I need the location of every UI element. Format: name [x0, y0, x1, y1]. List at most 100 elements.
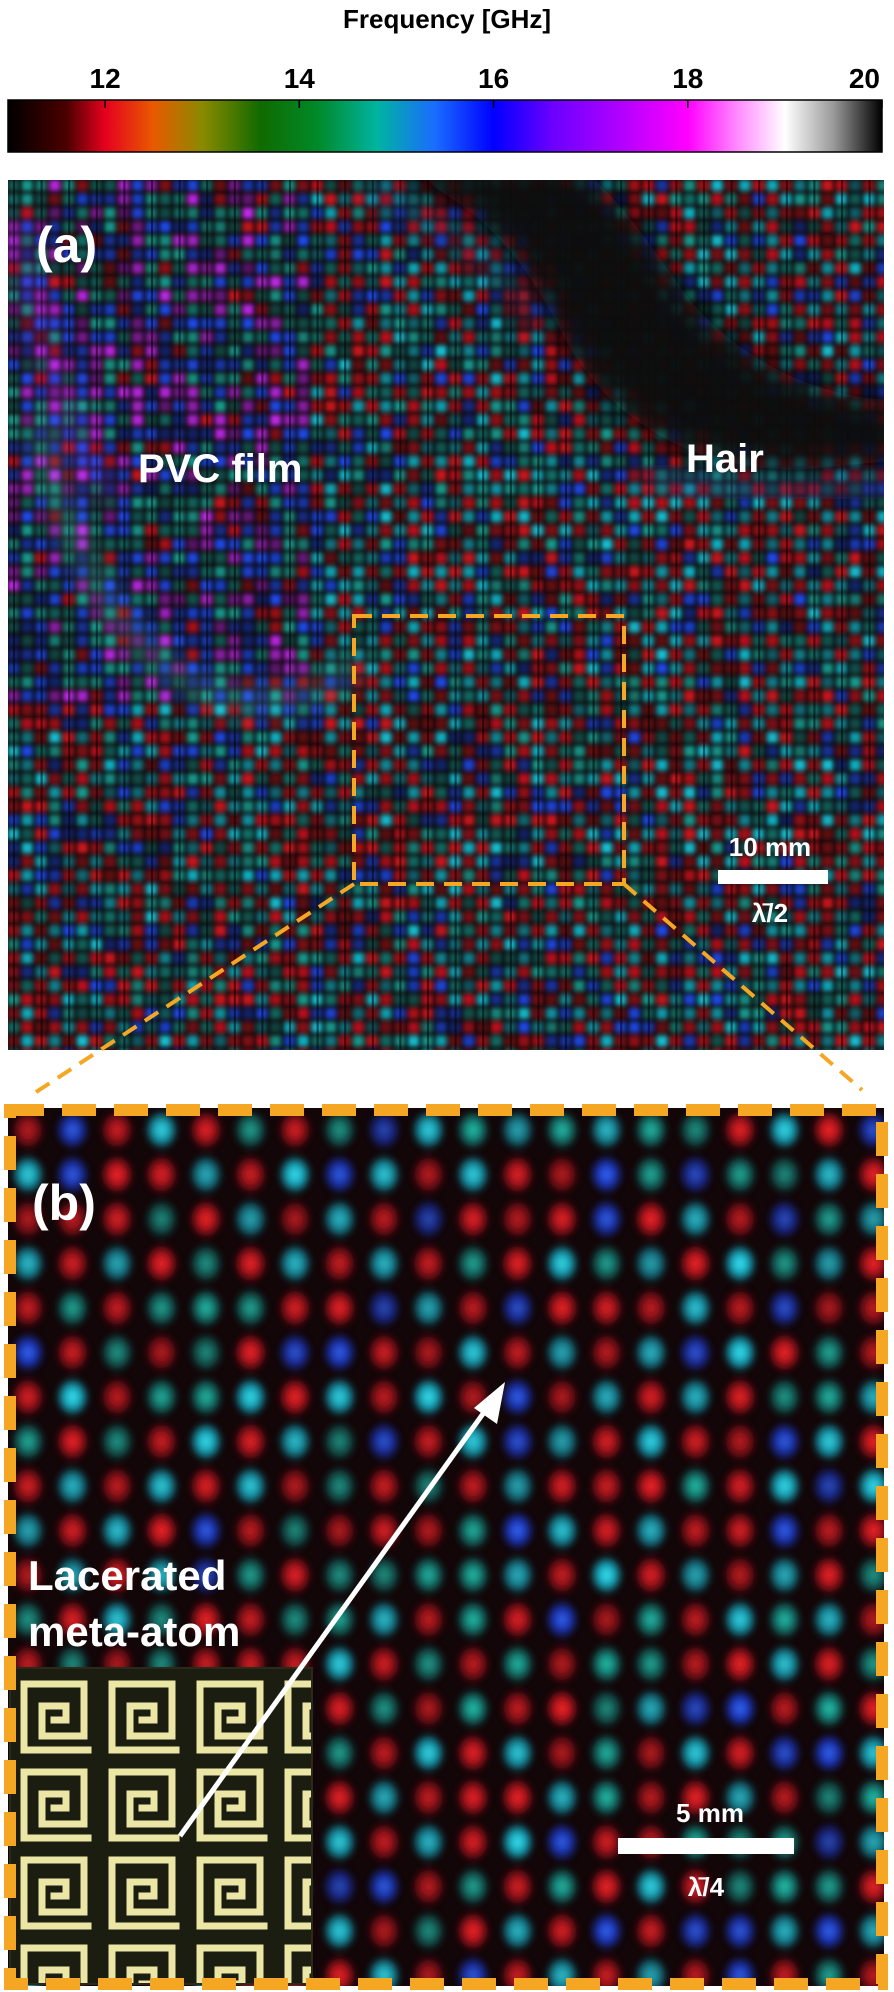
pixel	[573, 442, 585, 453]
resonance-spot	[589, 1332, 624, 1373]
pixel	[849, 373, 861, 384]
pixel	[408, 525, 419, 536]
pixel	[159, 442, 171, 453]
pixel	[325, 773, 337, 785]
pixel	[822, 249, 833, 260]
pixel	[187, 538, 199, 550]
pixel	[325, 387, 337, 398]
pixel	[767, 952, 778, 964]
pixel	[215, 745, 226, 757]
resonance-spot	[411, 1154, 446, 1195]
pixel	[325, 580, 337, 591]
pixel	[297, 704, 309, 716]
pixel	[491, 607, 502, 619]
pixel	[435, 1008, 447, 1019]
pixel	[270, 704, 281, 716]
resonance-spot	[367, 1866, 401, 1907]
pixel	[159, 939, 171, 950]
pixel	[104, 828, 116, 840]
pixel	[573, 690, 585, 702]
pixel	[794, 345, 806, 357]
pixel	[77, 1021, 88, 1033]
resonance-spot	[723, 1110, 757, 1150]
pixel	[767, 911, 778, 923]
pixel	[518, 801, 530, 812]
pixel	[518, 925, 530, 936]
resonance-spot	[411, 1110, 446, 1150]
pixel	[104, 966, 116, 978]
pixel	[159, 249, 171, 260]
pixel	[794, 318, 806, 329]
pixel	[435, 304, 447, 315]
pixel	[546, 663, 557, 674]
pixel	[463, 856, 475, 867]
pixel	[325, 1035, 337, 1047]
pixel	[159, 842, 171, 854]
resonance-spot	[545, 1777, 579, 1818]
pixel	[21, 649, 33, 660]
pixel	[132, 193, 143, 205]
pixel	[49, 235, 61, 246]
pixel	[463, 538, 475, 550]
pixel	[132, 759, 143, 771]
pixel	[684, 787, 695, 798]
pixel	[849, 359, 861, 371]
pixel	[435, 318, 447, 329]
resonance-spot	[144, 1243, 179, 1284]
pixel	[159, 290, 171, 302]
pixel	[518, 814, 530, 826]
pixel	[877, 801, 884, 812]
resonance-spot	[456, 1733, 490, 1773]
pixel	[711, 828, 723, 840]
pixel	[849, 828, 861, 840]
pixel	[159, 469, 171, 481]
pixel	[297, 607, 309, 619]
pixel	[822, 566, 833, 578]
pixel	[573, 635, 585, 647]
resonance-spot	[233, 1199, 268, 1239]
pixel	[684, 456, 695, 467]
pixel	[518, 345, 530, 357]
pixel	[435, 249, 447, 260]
pixel	[242, 759, 254, 771]
pixel	[684, 883, 695, 895]
resonance-spot	[589, 1199, 624, 1239]
pixel	[877, 290, 884, 302]
pixel	[877, 304, 884, 315]
pixel	[380, 538, 392, 550]
pixel	[132, 538, 143, 550]
pixel	[380, 318, 392, 329]
pixel	[353, 552, 364, 564]
pixel	[767, 883, 778, 895]
resonance-spot	[634, 1288, 668, 1328]
pixel	[629, 414, 640, 426]
pixel	[132, 787, 143, 798]
pixel	[104, 883, 116, 895]
pixel	[629, 552, 640, 564]
resonance-spot	[189, 1110, 223, 1150]
pixel	[491, 580, 502, 591]
resonance-spot	[634, 1644, 668, 1684]
pixel	[546, 939, 557, 950]
pixel	[270, 387, 281, 398]
pixel	[297, 221, 309, 233]
pixel	[877, 235, 884, 246]
pixel	[435, 635, 447, 647]
pixel	[739, 525, 751, 536]
pixel	[380, 373, 392, 384]
pixel	[463, 594, 475, 605]
pixel	[491, 745, 502, 757]
pixel	[215, 870, 226, 881]
resonance-spot	[100, 1466, 134, 1506]
pixel	[77, 497, 88, 509]
pixel	[159, 262, 171, 274]
pixel	[77, 649, 88, 660]
pixel	[629, 538, 640, 550]
resonance-spot	[456, 1332, 490, 1373]
pixel	[159, 883, 171, 895]
resonance-spot	[278, 1243, 312, 1284]
resonance-spot	[55, 1377, 90, 1417]
pixel	[353, 566, 364, 578]
pixel	[435, 566, 447, 578]
pixel	[711, 580, 723, 591]
